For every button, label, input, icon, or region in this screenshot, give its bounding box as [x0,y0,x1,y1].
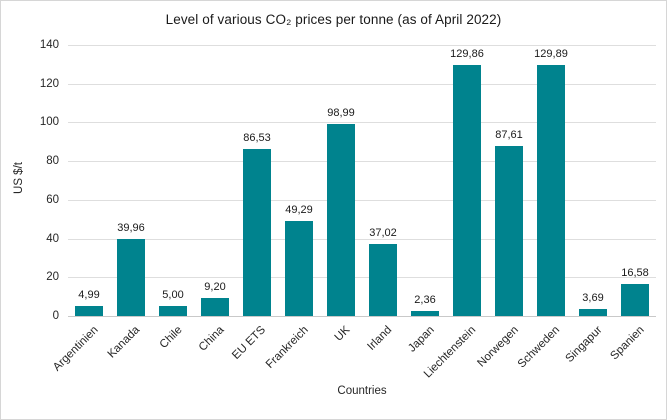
bar [537,64,565,316]
bar [285,220,313,316]
bar-value-label: 4,99 [78,289,100,302]
x-tick-label-text: Schweden [516,324,563,371]
y-tick-label: 20 [46,271,59,284]
x-tick-label-text: Japan [405,324,437,355]
gridline [68,316,656,317]
gridline [68,122,656,124]
bar-value-label: 129,86 [450,47,484,60]
y-tick-label: 60 [46,193,59,206]
y-tick-label: 80 [46,155,59,168]
bar [411,311,439,316]
bar-value-label: 9,20 [204,281,226,294]
x-tick-label-text: Frankreich [263,324,311,371]
y-tick-label: 140 [39,39,59,51]
bar-value-label: 5,00 [162,289,184,302]
bar [453,64,481,316]
x-tick-label-text: Kanada [105,324,143,361]
bar [495,146,523,316]
bar [579,308,607,316]
bar-value-label: 3,69 [582,291,604,304]
x-tick-label-text: Spanien [608,324,647,363]
bar-value-label: 39,96 [117,221,145,234]
gridline [68,45,656,46]
x-tick-label-text: UK [332,324,353,344]
gridline [68,199,656,201]
gridline [68,83,656,85]
y-tick-label: 100 [39,116,59,129]
bar [75,306,103,316]
gridline [68,238,656,240]
x-tick-label-text: Norwegen [474,324,521,370]
chart-title: Level of various CO₂ prices per tonne (a… [165,12,502,27]
x-tick-label-text: Argentinien [50,324,101,374]
bar [117,238,145,316]
bar-value-label: 16,58 [621,266,649,279]
x-tick-label-text: EU ETS [230,324,269,362]
bar-value-label: 87,61 [495,129,523,142]
x-axis-title: Countries [337,385,387,397]
bar-value-label: 2,36 [414,294,436,307]
bar [243,148,271,316]
bar-value-label: 49,29 [285,203,313,216]
y-tick-label: 0 [52,310,59,322]
bar [369,244,397,316]
bar-value-label: 98,99 [327,107,355,120]
bar [201,298,229,316]
y-tick-label: 120 [39,77,59,90]
x-tick-label-text: Singapur [563,324,605,366]
gridline [68,161,656,163]
gridline [68,277,656,279]
bar-value-label: 37,02 [369,227,397,240]
bar [159,306,187,316]
bar-value-label: 86,53 [243,131,271,144]
x-tick-label-text: Chile [157,324,185,352]
x-tick-label-text: China [196,324,227,354]
bar-value-label: 129,89 [534,47,568,60]
y-tick-label: 40 [46,232,59,245]
x-tick-label-text: Irland [365,324,395,353]
bar [621,283,649,316]
bar [327,124,355,316]
